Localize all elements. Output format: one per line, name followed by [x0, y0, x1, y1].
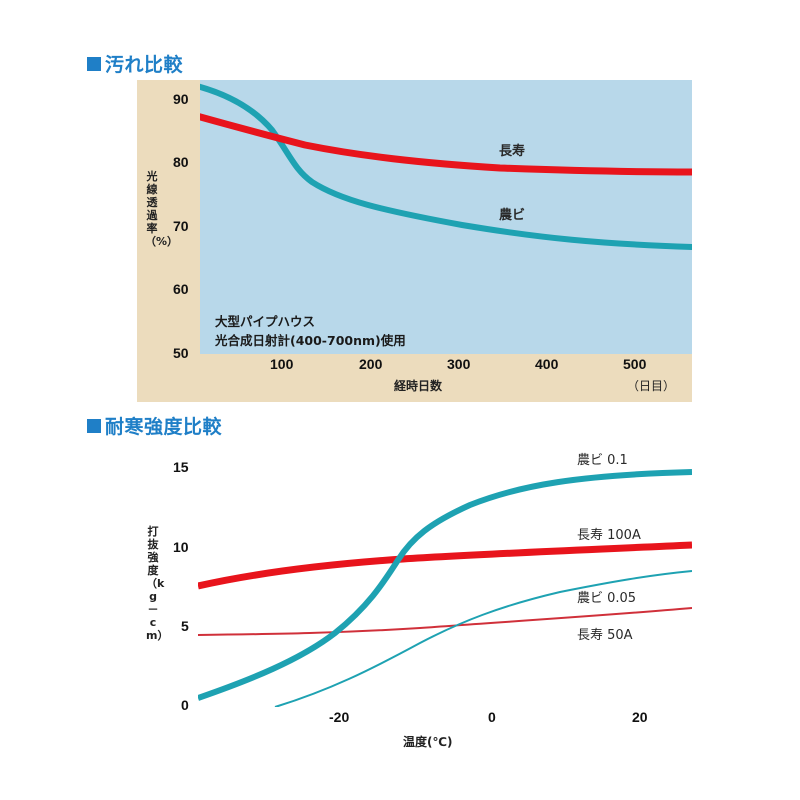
series-label-nobi-005: 農ビ 0.05 — [577, 591, 637, 606]
section-title-text: 耐寒強度比較 — [105, 416, 223, 438]
x-tick: 500 — [623, 356, 647, 372]
section-title-text: 汚れ比較 — [105, 54, 184, 76]
section-title-stain-comparison: 汚れ比較 — [87, 50, 183, 77]
square-bullet-icon — [87, 418, 101, 433]
x-tick: -20 — [329, 709, 350, 725]
series-line-nobi-01 — [198, 469, 692, 701]
y-tick: 80 — [173, 154, 189, 170]
y-tick: 70 — [173, 218, 189, 234]
series-line-choju-50a — [198, 607, 692, 636]
note-line: 光合成日射計(400-700nm)使用 — [215, 333, 406, 348]
x-axis-unit: （日目） — [627, 379, 676, 393]
series-label-nobi-01: 農ビ 0.1 — [577, 453, 628, 468]
chart-stain-plot-area — [200, 80, 692, 354]
chart-cold-labels: 15 10 5 0 打抜強度（kg－cm） -20 0 20 温度(℃) 農ビ … — [137, 437, 692, 753]
y-tick: 5 — [181, 618, 189, 634]
x-tick: 0 — [488, 709, 496, 725]
y-tick: 10 — [173, 539, 189, 555]
x-tick: 20 — [632, 709, 648, 725]
y-tick: 15 — [173, 459, 189, 475]
square-bullet-icon — [87, 56, 101, 71]
y-axis-label: 打抜強度（kg－cm） — [146, 525, 169, 642]
series-line-nobi — [200, 83, 692, 250]
y-tick: 0 — [181, 697, 189, 713]
note-line: 大型パイプハウス — [215, 314, 316, 329]
x-tick: 400 — [535, 356, 559, 372]
series-line-choju — [200, 113, 692, 176]
y-tick: 50 — [173, 345, 189, 361]
series-label-choju: 長寿 — [499, 144, 526, 159]
series-label-choju-50a: 長寿 50A — [577, 628, 633, 643]
x-axis-label: 経時日数 — [394, 379, 443, 393]
chart-stain-frame: 90 80 70 60 50 光線透過率（%） 100 200 300 400 … — [137, 80, 692, 402]
series-label-nobi: 農ビ — [499, 208, 526, 223]
y-tick: 90 — [173, 91, 189, 107]
series-line-nobi-005 — [274, 570, 692, 707]
x-tick: 200 — [359, 356, 383, 372]
x-tick: 100 — [270, 356, 294, 372]
chart-note: 大型パイプハウス 光合成日射計(400-700nm)使用 — [215, 312, 406, 350]
section-title-cold-strength: 耐寒強度比較 — [87, 412, 222, 439]
series-label-choju-100a: 長寿 100A — [577, 528, 641, 543]
y-tick: 60 — [173, 281, 189, 297]
x-axis-label: 温度(℃) — [403, 735, 453, 749]
x-tick: 300 — [447, 356, 471, 372]
series-line-choju-100a — [198, 541, 692, 590]
